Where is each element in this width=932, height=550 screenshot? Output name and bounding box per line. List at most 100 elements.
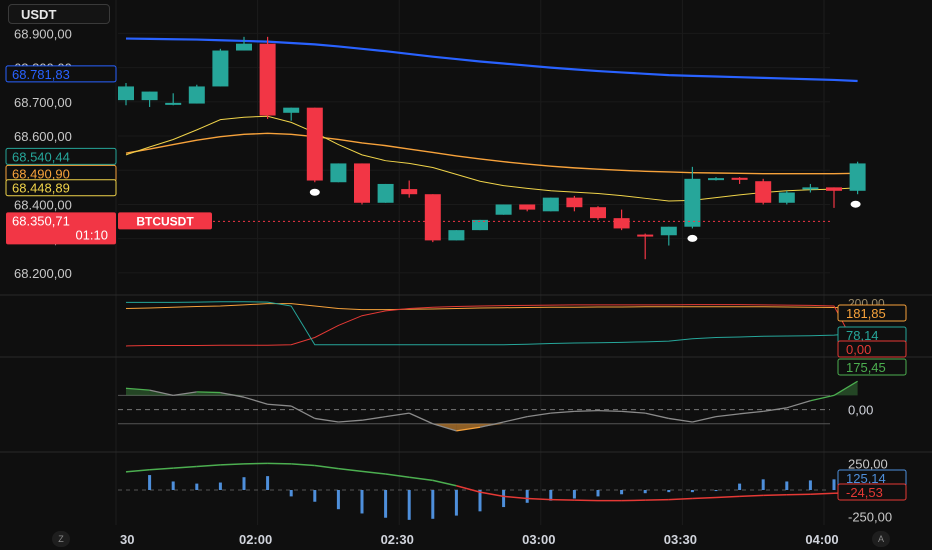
osc1-green-line [126,301,858,346]
macd-hist-bar [549,490,553,501]
macd-hist-bar [431,490,435,519]
osc2-line-segment [668,417,693,423]
macd-hist-bar [738,483,742,490]
candle-body [660,226,677,236]
osc1-tag-label: 0,00 [846,342,871,357]
fractal-marker [309,188,320,196]
macd-hist-bar [148,475,152,490]
price-tick-label: 68.600,00 [14,129,72,144]
osc2-line-segment [125,387,150,391]
osc2-line-segment [833,380,858,396]
candle-body [188,86,205,104]
macd-hist-bar [502,490,506,508]
candle-body [802,187,819,190]
macd-hist-bar [242,477,246,490]
ma-orange-line [125,132,858,175]
macd-signal-segment [291,463,315,467]
osc2-line-segment [786,400,811,409]
candle-body [424,194,441,241]
candle-body [542,197,559,212]
macd-hist-bar [785,481,789,490]
candle-body [354,163,370,203]
macd-signal-segment [125,468,150,473]
osc2-line-segment [763,407,787,412]
symbol-tag [118,212,212,230]
price-tag-label: 68.490,90 [12,166,70,181]
zoom-corner-button[interactable]: Z [52,531,70,547]
macd-hist-bar [478,490,482,512]
macd-hist-bar [360,490,364,514]
time-axis-label: 30 [120,532,134,547]
candle-body [236,43,252,51]
macd-signal-segment [314,464,339,470]
macd-hist-bar [407,490,411,520]
macd-hist-bar [667,490,671,493]
osc2-line-segment [385,412,410,418]
osc2-line-segment [290,405,316,420]
macd-hist-bar [313,490,317,502]
osc2-line-segment [220,391,245,398]
macd-hist-bar [266,476,270,490]
price-tick-label: 68.400,00 [14,197,72,212]
price-tick-label: 68.200,00 [14,266,72,281]
osc2-zero-label: 0,00 [848,403,873,418]
osc2-line-segment [408,412,434,425]
macd-hist-bar [171,481,175,490]
candle-body [472,219,488,231]
price-tick-label: 68.700,00 [14,95,72,110]
osc2-line-segment [550,410,575,414]
price-tag-box [5,147,117,165]
last-price-label: 68.350,71 [12,213,70,228]
osc1-red-line [125,304,859,350]
osc2-line-segment [621,410,646,414]
time-axis-label: 02:00 [239,532,272,547]
osc2-oversold-fill [456,423,480,431]
osc2-line-segment [173,391,197,397]
macd-hist-bar [620,490,624,495]
macd-tag-label: -24,53 [846,485,883,500]
macd-tag-label: 125,14 [846,471,886,486]
macd-hist-bar [384,490,388,518]
candle-body [118,86,134,101]
candle-body [778,192,795,203]
macd-tick-label: -250,00 [848,510,892,525]
osc2-line-segment [432,423,457,432]
candle-body [401,189,418,195]
macd-signal-segment [196,464,221,468]
osc2-line-segment [692,416,717,423]
time-axis-label: 03:30 [664,532,697,547]
osc2-line-segment [314,417,339,423]
price-tag-label: 68.448,89 [12,181,70,196]
macd-signal-segment [645,498,669,501]
osc2-line-segment [715,413,740,418]
symbol-button[interactable]: USDT [8,4,110,24]
osc2-line-segment [527,412,551,418]
macd-signal-segment [739,494,764,498]
symbol-tag-label: BTCUSDT [136,214,194,228]
candle-body [165,102,182,105]
candle-body [519,204,536,210]
time-axis-label: 04:00 [805,532,838,547]
macd-tick-label: 250,00 [848,456,888,471]
candle-body [377,183,394,203]
candle-body [755,181,772,203]
macd-hist-bar [690,490,694,493]
auto-scale-button[interactable]: A [872,531,890,547]
osc2-line-segment [456,426,481,432]
macd-signal-segment [786,493,811,496]
osc2-oversold-fill [480,423,504,428]
macd-hist-bar [195,483,199,490]
macd-hist-bar [596,490,600,497]
candle-body [637,234,654,237]
candle-body [330,163,347,183]
macd-signal-segment [550,498,575,501]
osc2-line-segment [645,412,669,420]
macd-signal-segment [456,485,481,493]
candle-body [495,204,512,215]
price-tag-box [5,179,117,197]
macd-signal-segment [220,463,245,466]
macd-signal-segment [173,465,197,469]
macd-signal-segment [810,492,835,496]
candle-body [590,207,606,219]
